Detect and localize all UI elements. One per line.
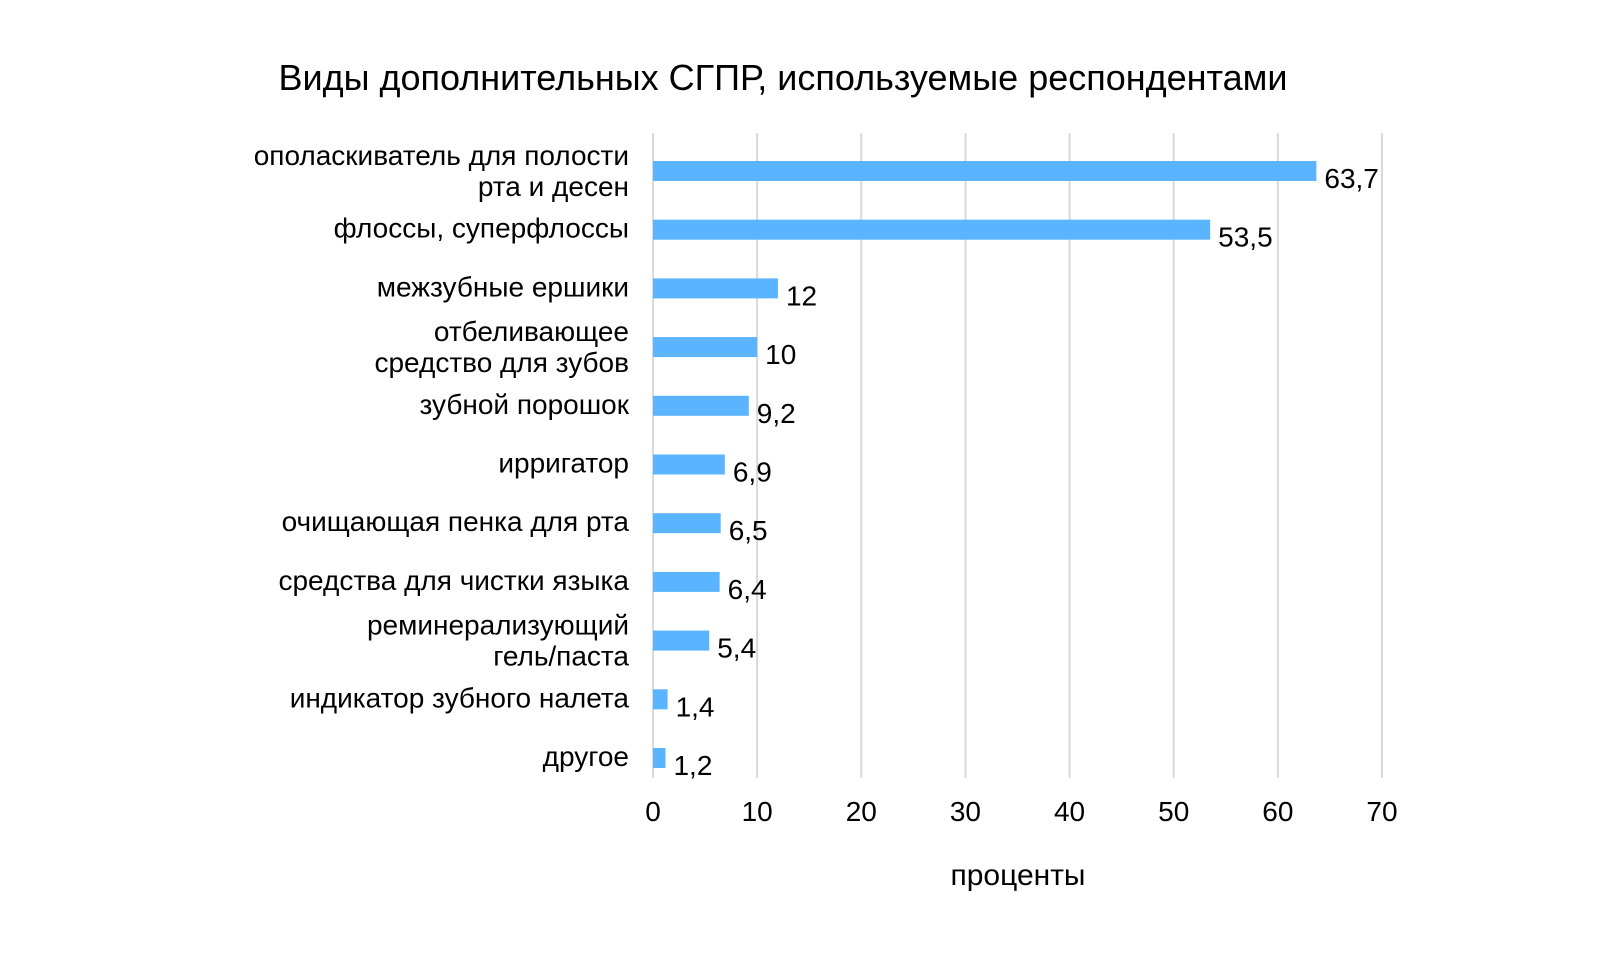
bar	[653, 630, 710, 651]
category-label: флоссы, суперфлоссы	[334, 213, 629, 244]
category-label: средства для чистки языка	[278, 565, 629, 596]
x-tick-label: 50	[1158, 796, 1189, 827]
bar	[653, 337, 758, 358]
data-label: 6,5	[729, 515, 768, 546]
x-tick-label: 70	[1366, 796, 1397, 827]
category-label: другое	[543, 741, 629, 772]
category-labels: ополаскиватель для полости рта и десен фло…	[254, 140, 630, 772]
category-label: индикатор зубного налета	[290, 682, 630, 713]
x-tick-labels: 0 10 20 30 40 50 60 70	[645, 796, 1397, 827]
x-tick-label: 60	[1262, 796, 1293, 827]
category-label: отбеливающее средство для зубов	[374, 316, 629, 378]
bar	[653, 219, 1211, 240]
bars	[653, 161, 1317, 768]
data-label: 1,4	[676, 691, 715, 722]
category-label: зубной порошок	[420, 389, 630, 420]
bar	[653, 454, 725, 475]
chart-title: Виды дополнительных СГПР, используемые р…	[278, 57, 1287, 98]
x-tick-label: 10	[742, 796, 773, 827]
data-label: 12	[786, 280, 817, 311]
x-tick-label: 0	[645, 796, 661, 827]
x-tick-label: 40	[1054, 796, 1085, 827]
x-tick-label: 30	[950, 796, 981, 827]
gridlines	[652, 133, 1383, 778]
data-label: 5,4	[717, 633, 756, 664]
category-label: очищающая пенка для рта	[282, 506, 630, 537]
bar	[653, 748, 666, 768]
category-label: ополаскиватель для полости рта и десен	[254, 140, 629, 202]
bar	[653, 161, 1317, 181]
bar	[653, 278, 778, 299]
data-label: 10	[765, 339, 796, 370]
bar	[653, 395, 749, 416]
data-label: 1,2	[673, 750, 712, 781]
data-label: 9,2	[757, 398, 796, 429]
data-label: 6,4	[728, 574, 767, 605]
x-axis-label: проценты	[950, 859, 1085, 892]
bar	[653, 571, 720, 592]
x-tick-label: 20	[846, 796, 877, 827]
value-labels: 63,7 53,5 12 10 9,2 6,9 6,5 6,4 5,41,4 1,2	[673, 163, 1378, 781]
data-label: 53,5	[1218, 222, 1273, 253]
category-label: реминерализующий гель/паста	[367, 610, 629, 672]
category-label: межзубные ершики	[377, 271, 629, 302]
bar	[653, 513, 721, 534]
data-label: 6,9	[733, 457, 772, 488]
category-label: ирригатор	[498, 448, 629, 479]
data-label: 63,7	[1324, 163, 1379, 194]
bar	[653, 689, 668, 710]
